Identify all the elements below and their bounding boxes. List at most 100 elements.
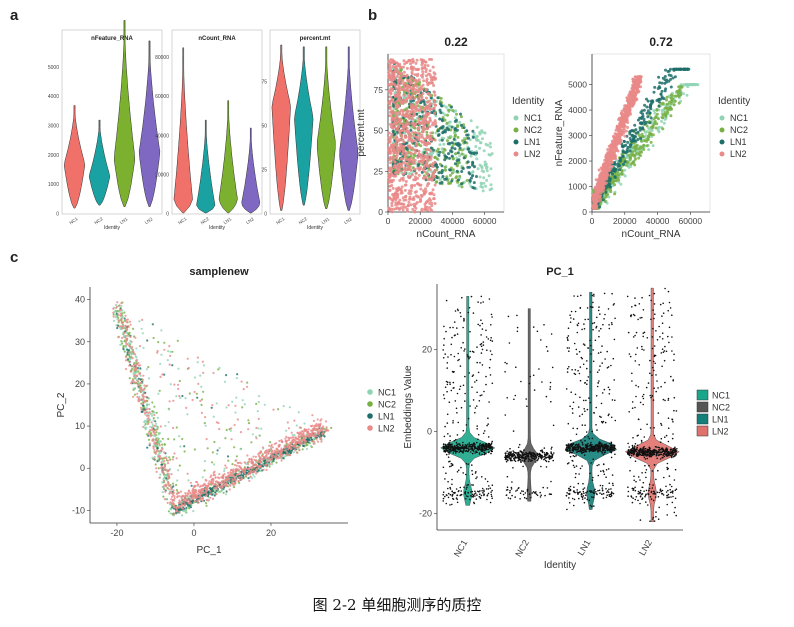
point-NC1 (478, 146, 482, 150)
point-NC2 (677, 85, 681, 89)
point-LN2 (412, 125, 416, 128)
point-LN1 (665, 78, 669, 82)
point-LN2 (409, 168, 413, 172)
point-LN1 (441, 131, 445, 135)
point-LN2 (394, 137, 398, 141)
chart-title: percent.mt (300, 36, 331, 42)
point-NC1 (157, 440, 160, 443)
point-NC1 (135, 371, 139, 374)
point-NC1 (297, 411, 300, 414)
point-LN2 (390, 98, 394, 102)
point-LN2 (430, 204, 434, 208)
point-NC2 (669, 114, 673, 118)
point-NC2 (640, 150, 644, 154)
point-NC1 (482, 170, 486, 174)
point-NC1 (490, 187, 494, 191)
point-LN1 (638, 116, 642, 120)
point-NC2 (181, 437, 184, 441)
point-NC1 (455, 156, 459, 160)
point-LN2 (426, 135, 429, 139)
point-NC2 (162, 495, 165, 498)
point-LN1 (450, 105, 453, 109)
point-NC2 (224, 437, 227, 440)
point-LN1 (642, 108, 646, 112)
x-tick-label-LN1: LN1 (223, 216, 233, 225)
x-tick-label: 20000 (613, 216, 637, 226)
point-NC1 (192, 510, 195, 513)
y-tick-label: 0 (264, 212, 267, 218)
point-LN1 (619, 159, 623, 163)
point-LN2 (402, 149, 406, 153)
point-NC1 (119, 343, 122, 346)
y-tick-label: 5000 (568, 80, 587, 90)
point-NC1 (167, 408, 171, 411)
point-NC2 (444, 168, 447, 172)
point-LN2 (426, 199, 430, 203)
point-LN2 (394, 151, 398, 154)
point-LN2 (627, 99, 630, 102)
point-LN2 (430, 191, 434, 195)
point-LN2 (399, 162, 403, 166)
point-LN2 (395, 154, 399, 158)
point-NC1 (179, 396, 182, 400)
y-tick-label: 50 (261, 124, 267, 130)
point-LN2 (425, 74, 428, 78)
point-LN2 (426, 157, 429, 161)
point-NC2 (446, 139, 449, 143)
point-LN2 (407, 158, 411, 162)
point-LN1 (604, 190, 608, 194)
point-NC2 (673, 94, 677, 98)
point-LN2 (412, 87, 416, 91)
point-LN2 (396, 167, 400, 171)
point-NC1 (148, 403, 151, 406)
point-LN2 (392, 70, 396, 74)
point-LN2 (407, 167, 410, 171)
point-NC2 (171, 350, 174, 353)
point-NC2 (632, 146, 636, 150)
point-LN2 (388, 78, 392, 82)
point-LN1 (460, 170, 464, 173)
point-LN2 (401, 205, 405, 209)
point-NC1 (235, 396, 238, 399)
point-NC1 (685, 93, 689, 97)
violin-LN2 (138, 40, 161, 207)
point-NC2 (628, 158, 632, 161)
point-LN1 (396, 160, 400, 164)
point-LN2 (422, 79, 426, 83)
point-NC2 (277, 408, 280, 411)
point-LN1 (661, 76, 665, 80)
point-LN1 (601, 198, 605, 202)
point-LN2 (393, 83, 397, 87)
point-NC1 (129, 358, 132, 361)
point-NC1 (309, 444, 313, 448)
point-NC1 (177, 367, 180, 370)
violin-NC2 (196, 119, 216, 214)
point-LN2 (404, 134, 407, 138)
panel-label-c: c (10, 249, 18, 266)
point-LN2 (387, 179, 391, 183)
point-NC1 (135, 356, 138, 359)
point-NC2 (210, 461, 214, 464)
point-LN1 (399, 159, 403, 163)
point-LN1 (441, 175, 445, 178)
point-NC2 (460, 148, 464, 152)
point-NC1 (295, 424, 298, 427)
point-NC2 (147, 438, 151, 441)
point-LN2 (632, 96, 636, 100)
point-NC1 (647, 148, 651, 152)
point-LN2 (399, 187, 403, 191)
y-tick-label: 40 (75, 295, 85, 305)
point-LN2 (633, 75, 637, 79)
point-LN2 (404, 167, 408, 171)
legend-label-LN2: LN2 (524, 149, 541, 159)
point-LN2 (419, 187, 423, 191)
point-LN2 (607, 162, 611, 166)
point-LN2 (393, 118, 397, 122)
point-LN1 (453, 128, 457, 131)
point-LN2 (601, 170, 605, 174)
point-NC2 (255, 402, 258, 405)
point-LN2 (392, 193, 396, 197)
x-tick-label: 60000 (473, 216, 497, 226)
point-LN2 (401, 109, 405, 113)
point-NC2 (654, 126, 658, 130)
